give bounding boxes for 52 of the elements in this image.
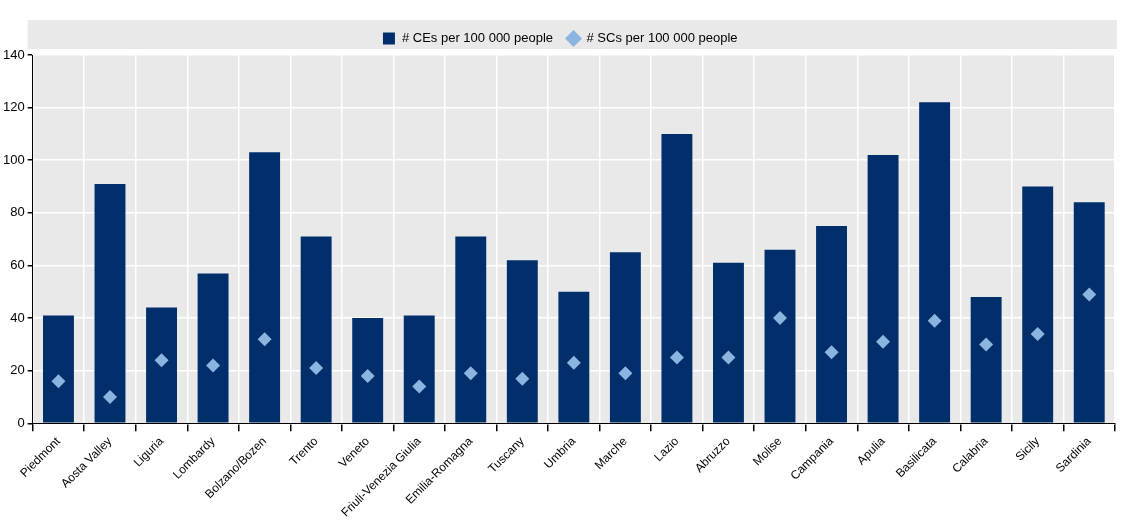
bar	[816, 226, 847, 423]
bar	[661, 133, 693, 423]
bar	[249, 152, 281, 423]
bar	[94, 183, 126, 423]
point	[154, 353, 169, 368]
bar	[1073, 202, 1105, 423]
point	[463, 366, 478, 381]
y-tick-label: 100	[2, 151, 25, 167]
y-tick-label: 60	[10, 257, 25, 273]
bar	[146, 307, 177, 423]
point	[309, 361, 324, 376]
y-tick-label: 0	[17, 414, 25, 430]
point	[1082, 287, 1097, 302]
point	[51, 374, 66, 389]
point	[773, 311, 787, 326]
point	[257, 332, 272, 347]
bar	[1022, 186, 1054, 423]
bar	[43, 315, 74, 423]
bar	[713, 262, 744, 423]
point	[103, 390, 117, 405]
y-tick-label: 40	[10, 309, 25, 325]
point	[360, 369, 375, 383]
bar	[455, 236, 487, 423]
point	[206, 358, 221, 373]
bar	[300, 236, 332, 423]
y-tick-label: 20	[10, 362, 25, 378]
bar	[609, 252, 641, 423]
bar	[197, 273, 229, 423]
y-tick-label: 80	[10, 204, 25, 220]
point	[721, 350, 736, 365]
bar	[403, 315, 435, 423]
point	[412, 379, 427, 394]
point	[876, 334, 891, 349]
bar	[970, 297, 1002, 423]
point	[824, 345, 839, 360]
point	[515, 371, 530, 386]
point	[566, 355, 581, 370]
y-tick-label: 140	[2, 46, 25, 62]
bar	[867, 154, 899, 423]
bar	[919, 102, 951, 423]
point	[618, 366, 633, 381]
bar	[352, 318, 384, 423]
point	[979, 337, 994, 352]
point	[669, 350, 684, 365]
point	[1030, 326, 1045, 341]
legend-label: # CEs per 100 000 people	[401, 30, 554, 46]
y-tick-label: 120	[2, 99, 25, 115]
legend-label: # SCs per 100 000 people	[586, 30, 738, 46]
bar	[764, 249, 796, 423]
bar	[506, 260, 538, 423]
bar	[558, 291, 590, 423]
point	[927, 313, 942, 328]
